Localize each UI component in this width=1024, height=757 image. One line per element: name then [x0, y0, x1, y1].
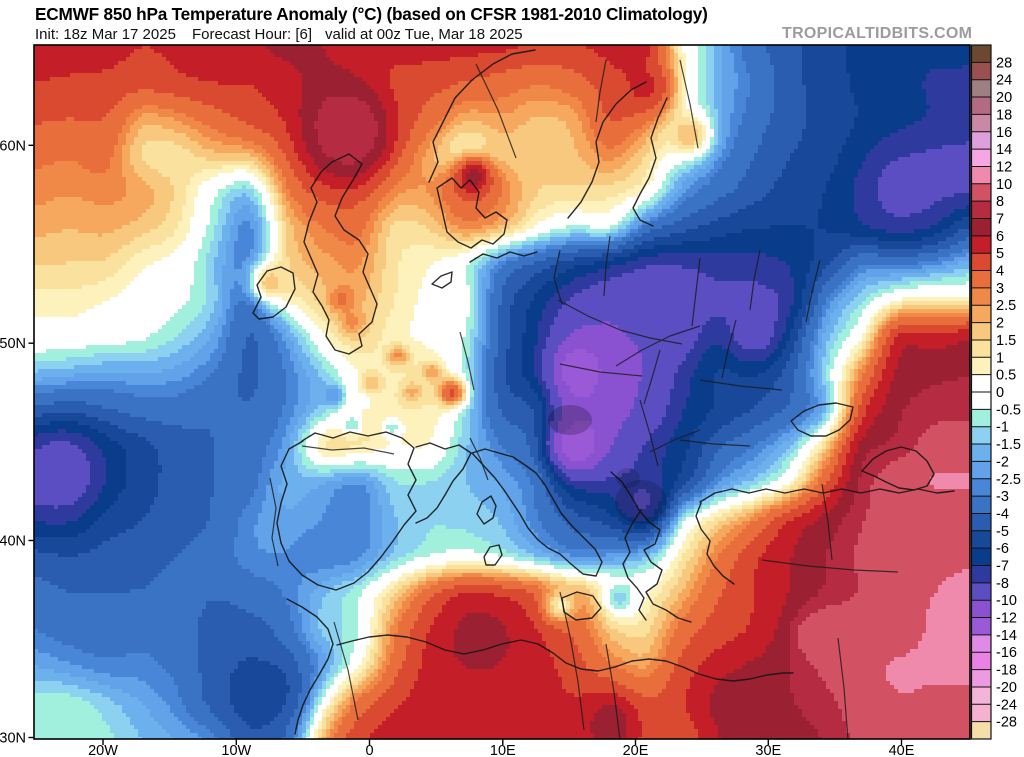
svg-text:18: 18: [996, 107, 1012, 123]
svg-text:0: 0: [996, 385, 1004, 401]
svg-text:20: 20: [996, 90, 1012, 106]
svg-text:40E: 40E: [889, 743, 915, 757]
svg-text:10E: 10E: [490, 743, 516, 757]
svg-text:-3: -3: [996, 489, 1009, 505]
svg-text:12: 12: [996, 160, 1012, 176]
svg-text:20W: 20W: [88, 743, 118, 757]
svg-text:-2: -2: [996, 454, 1009, 470]
svg-text:1.5: 1.5: [996, 333, 1016, 349]
svg-text:-16: -16: [996, 645, 1017, 661]
svg-text:-14: -14: [996, 628, 1017, 644]
svg-text:8: 8: [996, 194, 1004, 210]
svg-text:-18: -18: [996, 663, 1017, 679]
svg-text:2.5: 2.5: [996, 298, 1016, 314]
svg-text:4: 4: [996, 264, 1004, 280]
svg-text:40N: 40N: [0, 534, 26, 550]
svg-text:50N: 50N: [0, 336, 26, 352]
svg-text:24: 24: [996, 73, 1012, 89]
svg-text:28: 28: [996, 55, 1012, 71]
svg-text:0.5: 0.5: [996, 368, 1016, 384]
svg-text:-6: -6: [996, 541, 1009, 557]
svg-text:-7: -7: [996, 559, 1009, 575]
svg-text:10W: 10W: [221, 743, 251, 757]
svg-text:7: 7: [996, 212, 1004, 228]
svg-text:30E: 30E: [755, 743, 781, 757]
svg-text:6: 6: [996, 229, 1004, 245]
svg-text:-8: -8: [996, 576, 1009, 592]
svg-text:3: 3: [996, 281, 1004, 297]
svg-text:5: 5: [996, 246, 1004, 262]
svg-text:1: 1: [996, 350, 1004, 366]
svg-text:-20: -20: [996, 680, 1017, 696]
svg-text:-0.5: -0.5: [996, 402, 1021, 418]
svg-text:20E: 20E: [623, 743, 649, 757]
svg-text:14: 14: [996, 142, 1012, 158]
svg-text:-10: -10: [996, 593, 1017, 609]
svg-text:-1.5: -1.5: [996, 437, 1021, 453]
svg-text:60N: 60N: [0, 138, 26, 154]
svg-text:16: 16: [996, 125, 1012, 141]
svg-text:-5: -5: [996, 524, 1009, 540]
svg-text:10: 10: [996, 177, 1012, 193]
svg-text:-12: -12: [996, 611, 1017, 627]
svg-text:-28: -28: [996, 715, 1017, 731]
svg-text:-2.5: -2.5: [996, 472, 1021, 488]
svg-text:2: 2: [996, 316, 1004, 332]
svg-text:0: 0: [365, 743, 373, 757]
svg-text:30N: 30N: [0, 731, 26, 747]
svg-text:-1: -1: [996, 420, 1009, 436]
svg-text:-4: -4: [996, 507, 1009, 523]
svg-text:-24: -24: [996, 697, 1017, 713]
